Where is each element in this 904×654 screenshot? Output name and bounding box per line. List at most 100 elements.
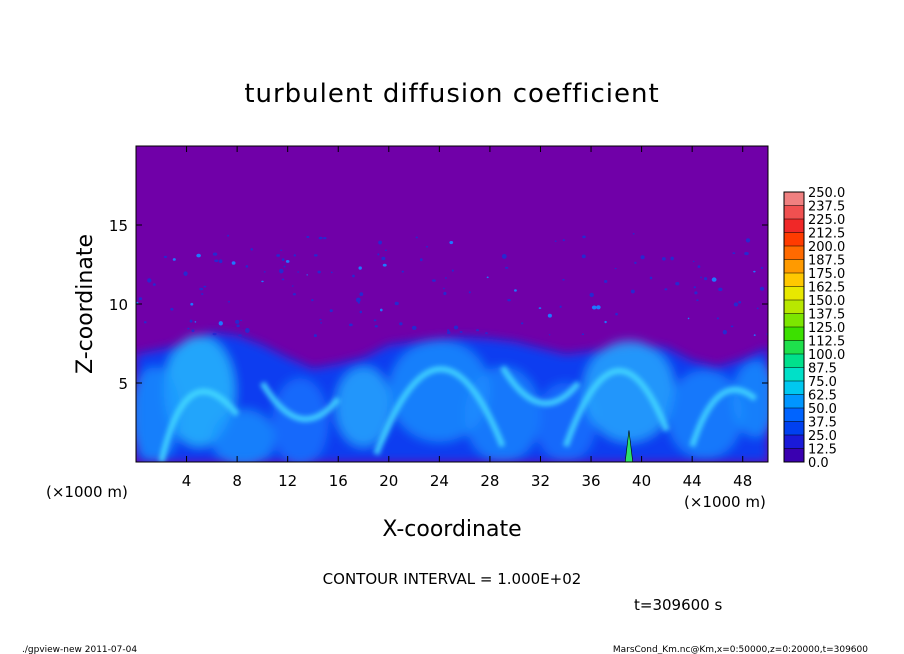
patch bbox=[630, 289, 635, 294]
patch bbox=[505, 266, 509, 269]
patch bbox=[459, 331, 463, 333]
contour-interval: CONTOUR INTERVAL = 1.000E+02 bbox=[323, 570, 582, 588]
patch bbox=[318, 236, 323, 240]
colorbar-swatch bbox=[784, 246, 804, 260]
patch bbox=[172, 258, 176, 261]
chart-title: turbulent diffusion coefficient bbox=[244, 79, 659, 109]
y-axis-ticks: 5 10 15 bbox=[109, 217, 768, 393]
patch bbox=[194, 321, 197, 323]
patch bbox=[632, 232, 635, 235]
patch bbox=[196, 253, 201, 258]
patch bbox=[446, 330, 451, 335]
x-tick-label: 12 bbox=[278, 472, 297, 490]
colorbar-swatch bbox=[784, 232, 804, 246]
plume-blob bbox=[732, 360, 768, 437]
colorbar-swatch bbox=[784, 435, 804, 449]
plume-arc bbox=[562, 368, 670, 448]
x-tick-label: 36 bbox=[581, 472, 600, 490]
colorbar-swatch bbox=[784, 421, 804, 435]
patch bbox=[446, 329, 450, 332]
patch bbox=[201, 293, 204, 295]
patch bbox=[238, 334, 242, 337]
y-tick-label: 15 bbox=[109, 217, 128, 235]
patch bbox=[507, 298, 511, 302]
patch bbox=[189, 319, 193, 323]
patch bbox=[306, 235, 310, 238]
plume-blob bbox=[211, 409, 276, 462]
y-tick-label: 10 bbox=[109, 296, 128, 314]
colorbar-label: 87.5 bbox=[808, 362, 837, 377]
patch bbox=[730, 325, 734, 328]
plume-arcs bbox=[158, 365, 758, 462]
patch bbox=[377, 253, 380, 256]
x-tick-label: 4 bbox=[182, 472, 192, 490]
patch bbox=[554, 240, 557, 242]
patch bbox=[352, 274, 355, 278]
x-axis-unit: (×1000 m) bbox=[684, 493, 766, 511]
x-tick-label: 48 bbox=[733, 472, 752, 490]
colorbar-label: 112.5 bbox=[808, 335, 845, 350]
patch bbox=[716, 317, 719, 320]
patch bbox=[661, 257, 666, 261]
patch bbox=[235, 319, 240, 324]
patch bbox=[760, 266, 764, 269]
plume-arc bbox=[158, 388, 240, 462]
patch bbox=[443, 291, 447, 296]
patch bbox=[227, 234, 229, 237]
patch bbox=[191, 329, 195, 333]
patch bbox=[733, 302, 739, 307]
colorbar-swatch bbox=[784, 205, 804, 219]
x-tick-label: 44 bbox=[683, 472, 702, 490]
patch bbox=[711, 277, 717, 282]
patch bbox=[664, 288, 668, 291]
colorbar-label: 12.5 bbox=[808, 443, 837, 458]
colorbar-swatch bbox=[784, 219, 804, 233]
patch bbox=[218, 321, 223, 326]
patch bbox=[313, 254, 318, 257]
x-tick-label: 16 bbox=[329, 472, 348, 490]
patch bbox=[227, 301, 230, 303]
y-axis-unit: (×1000 m) bbox=[46, 483, 128, 501]
patch bbox=[245, 265, 249, 268]
x-tick-label: 20 bbox=[379, 472, 398, 490]
colorbar-swatch bbox=[784, 286, 804, 300]
plume-blob bbox=[464, 367, 541, 462]
patch bbox=[449, 240, 454, 245]
patch bbox=[384, 249, 387, 252]
patch bbox=[359, 310, 363, 314]
colorbar-swatch bbox=[784, 340, 804, 354]
patch bbox=[236, 324, 240, 328]
patch bbox=[359, 292, 364, 297]
patch bbox=[451, 269, 454, 272]
plume-arc bbox=[373, 366, 506, 456]
colorbar-swatch bbox=[784, 448, 804, 462]
patch bbox=[261, 280, 264, 283]
y-axis-label: Z-coordinate bbox=[73, 234, 98, 374]
patch bbox=[279, 268, 284, 274]
patch bbox=[348, 323, 353, 327]
patch bbox=[291, 285, 294, 287]
patch bbox=[378, 240, 383, 245]
patch bbox=[138, 297, 143, 301]
colorbar-label: 250.0 bbox=[808, 186, 845, 201]
patch bbox=[444, 277, 447, 279]
colorbar-label: 175.0 bbox=[808, 267, 845, 282]
patch bbox=[687, 317, 690, 320]
patch bbox=[696, 299, 699, 302]
footer-right: MarsCond_Km.nc@Km,x=0:50000,z=0:20000,t=… bbox=[613, 645, 868, 654]
plume-arc bbox=[689, 386, 758, 448]
colorbar-swatch bbox=[784, 259, 804, 273]
patch bbox=[394, 301, 399, 306]
patch bbox=[170, 307, 174, 311]
patch bbox=[562, 239, 565, 242]
patch bbox=[263, 271, 266, 273]
patch bbox=[604, 279, 608, 283]
patch bbox=[703, 277, 708, 281]
x-tick-label: 24 bbox=[430, 472, 449, 490]
patch bbox=[401, 270, 405, 273]
patch bbox=[250, 248, 254, 251]
patch bbox=[697, 265, 701, 268]
patch bbox=[745, 238, 751, 243]
colorbar-swatch bbox=[784, 300, 804, 314]
